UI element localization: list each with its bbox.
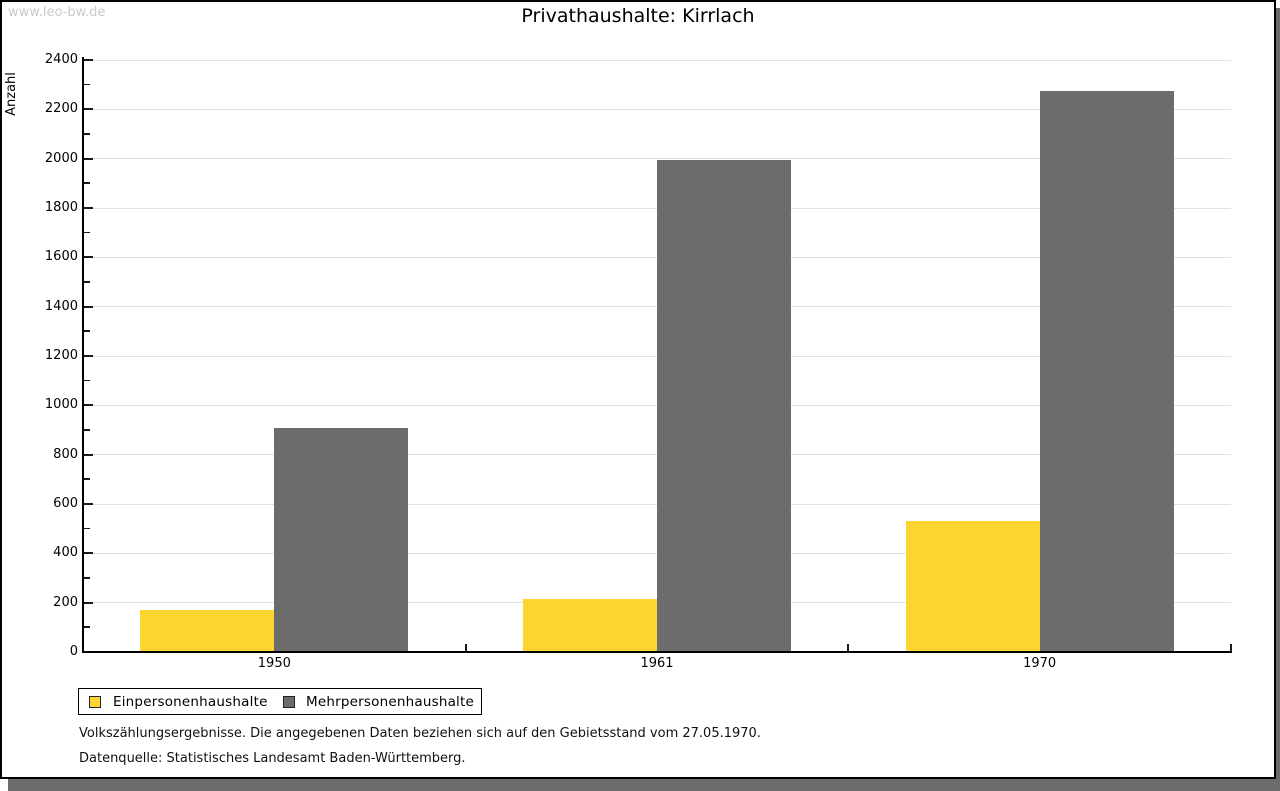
chart-title: Privathaushalte: Kirrlach bbox=[521, 5, 755, 27]
legend: Einpersonenhaushalte Mehrpersonenhaushal… bbox=[78, 688, 482, 715]
frame-shadow-bottom bbox=[8, 779, 1280, 791]
frame-shadow-right bbox=[1276, 8, 1280, 791]
y-axis-label: Anzahl bbox=[4, 72, 19, 116]
footnote-data-source: Datenquelle: Statistisches Landesamt Bad… bbox=[79, 751, 466, 766]
legend-label-einpersonenhaushalte: Einpersonenhaushalte bbox=[113, 694, 268, 710]
footnote-source-note: Volkszählungsergebnisse. Die angegebenen… bbox=[79, 726, 761, 741]
watermark: www.leo-bw.de bbox=[8, 5, 106, 20]
legend-label-mehrpersonenhaushalte: Mehrpersonenhaushalte bbox=[306, 694, 474, 710]
legend-swatch-mehrpersonenhaushalte bbox=[283, 696, 295, 708]
legend-swatch-einpersonenhaushalte bbox=[89, 696, 101, 708]
